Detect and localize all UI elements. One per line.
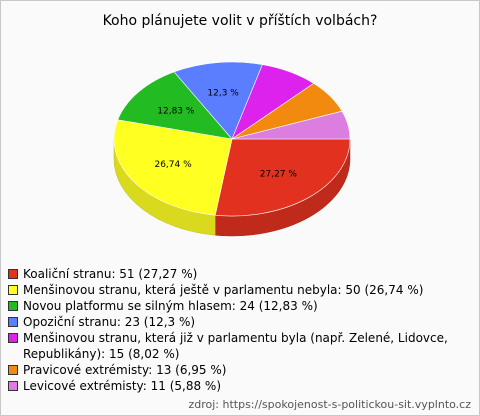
legend-label: Pravicové extrémisty: 13 (6,95 %)	[23, 363, 227, 377]
chart-title: Koho plánujete volit v příštích volbách?	[102, 13, 378, 29]
legend-item: Menšinovou stranu, která ještě v parlame…	[8, 282, 448, 298]
legend-label: Menšinovou stranu, která ještě v parlame…	[23, 283, 424, 297]
slice	[113, 119, 233, 216]
data-label: 12,3 %	[207, 89, 239, 99]
legend-item: Koaliční stranu: 51 (27,27 %)	[8, 266, 448, 282]
slice	[231, 110, 351, 140]
legend-label: Novou platformu se silným hlasem: 24 (12…	[23, 299, 318, 313]
legend-swatch	[8, 365, 18, 375]
legend-swatch	[8, 381, 18, 391]
legend-swatch	[8, 301, 18, 311]
source: zdroj: https://spokojenost-s-politickou-…	[188, 398, 471, 411]
legend-item: Pravicové extrémisty: 13 (6,95 %)	[8, 362, 448, 378]
slice	[117, 71, 233, 140]
legend-swatch	[8, 333, 18, 343]
legend-label: Menšinovou stranu, která již v parlament…	[23, 331, 448, 361]
legend-swatch	[8, 285, 18, 295]
data-label: 26,74 %	[154, 160, 192, 170]
legend-item: Menšinovou stranu, která již v parlament…	[8, 330, 448, 362]
legend-label: Koaliční stranu: 51 (27,27 %)	[23, 267, 198, 281]
legend-label: Opoziční stranu: 23 (12,3 %)	[23, 315, 196, 329]
slice	[214, 138, 351, 217]
slice	[173, 61, 263, 140]
legend-swatch	[8, 317, 18, 327]
legend-item: Levicové extrémisty: 11 (5,88 %)	[8, 378, 448, 394]
data-label: 27,27 %	[260, 169, 298, 179]
legend: Koaliční stranu: 51 (27,27 %) Menšinovou …	[8, 266, 448, 394]
legend-item: Opoziční stranu: 23 (12,3 %)	[8, 314, 448, 330]
pie: 27,27 % 26,74 % 12,83 % 12,3 %	[113, 61, 351, 237]
legend-swatch	[8, 269, 18, 279]
legend-label: Levicové extrémisty: 11 (5,88 %)	[23, 379, 222, 393]
legend-item: Novou platformu se silným hlasem: 24 (12…	[8, 298, 448, 314]
data-label: 12,83 %	[157, 106, 195, 116]
